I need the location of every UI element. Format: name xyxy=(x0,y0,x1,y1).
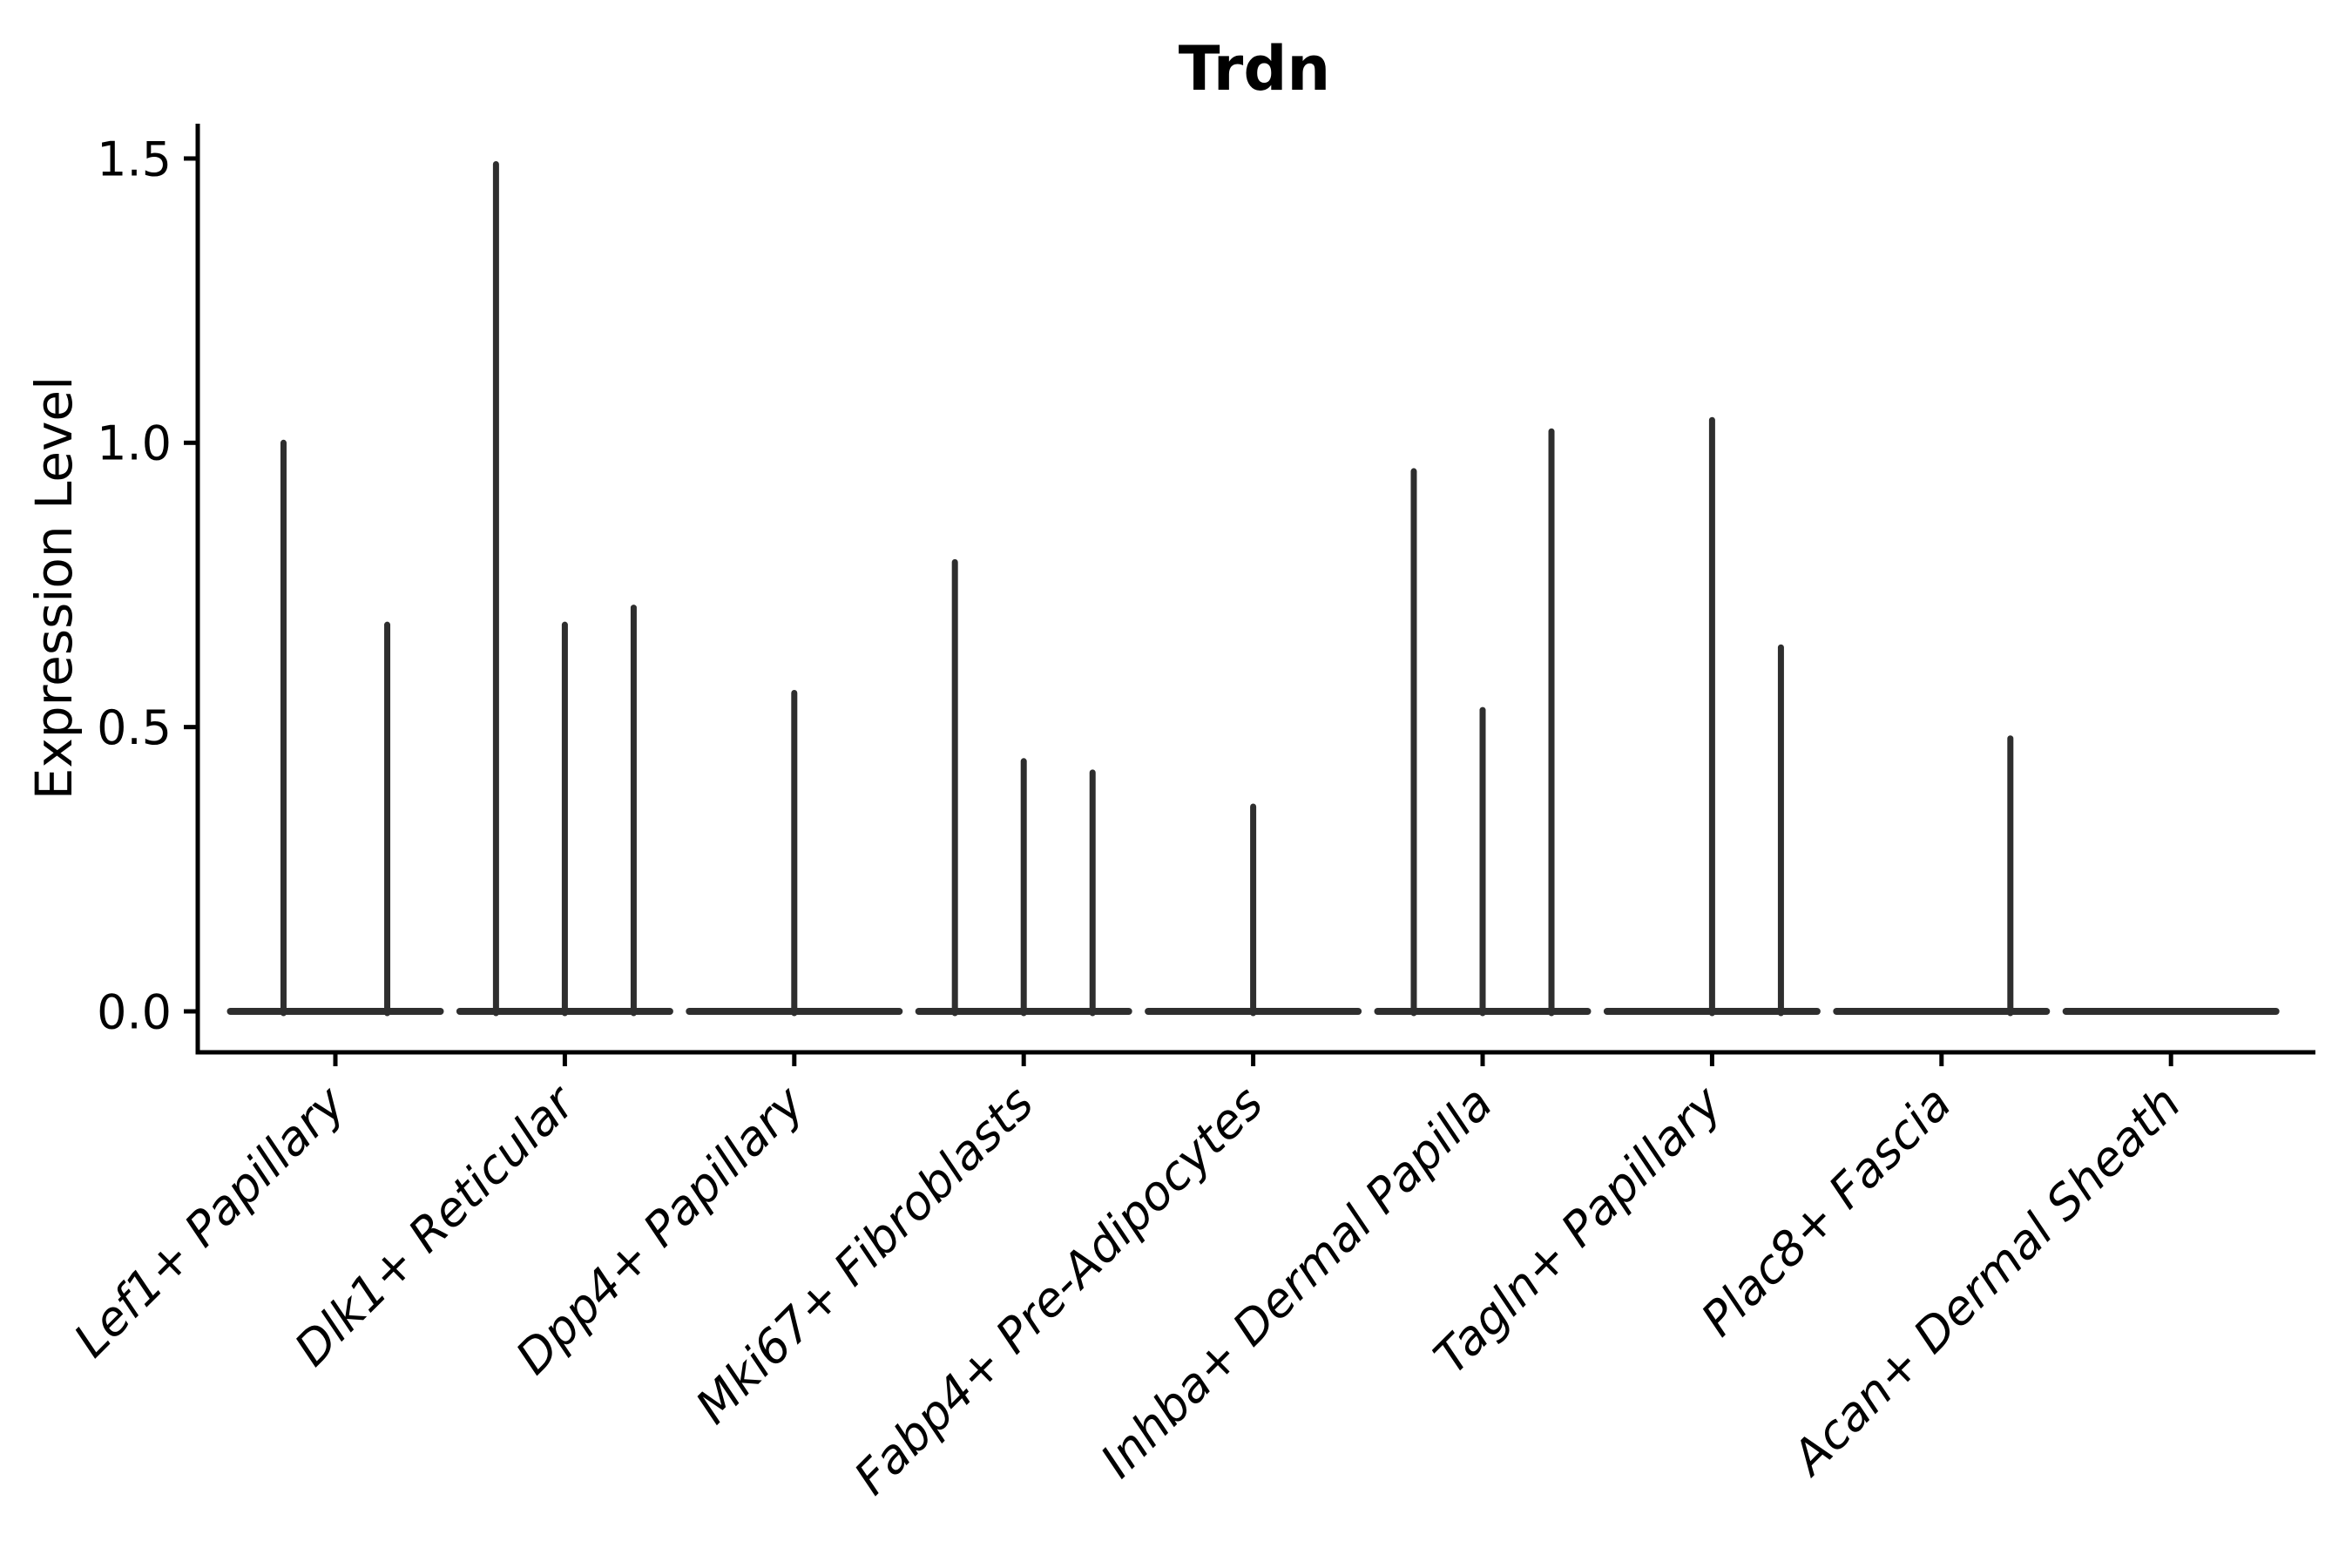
violin-group xyxy=(456,160,673,1017)
x-tick-label: Fabp4+ Pre-Adipocytes xyxy=(843,1076,1273,1505)
axes-spines xyxy=(195,124,2315,1055)
violin-group xyxy=(1603,416,1821,1017)
violin-group xyxy=(686,689,903,1017)
x-tick-label: Inhba+ Dermal Papilla xyxy=(1090,1076,1503,1489)
violin-group xyxy=(915,558,1132,1017)
y-tick-label: 0.0 xyxy=(97,984,172,1039)
y-axis-ticks: 0.0 0.5 1.0 1.5 xyxy=(97,132,198,1039)
violins-layer xyxy=(226,160,2280,1017)
y-tick-label: 1.5 xyxy=(97,132,172,186)
y-tick-label: 0.5 xyxy=(97,700,172,755)
violin-group xyxy=(226,439,444,1017)
violin-group xyxy=(1374,428,1592,1017)
x-tick-label: Acan+ Dermal Sheath xyxy=(1780,1076,2191,1487)
chart-title: Trdn xyxy=(1179,33,1331,105)
violin-group xyxy=(1833,735,2051,1017)
y-tick-label: 1.0 xyxy=(97,416,172,471)
violin-group xyxy=(1145,803,1362,1017)
y-axis-label: Expression Level xyxy=(24,376,84,800)
